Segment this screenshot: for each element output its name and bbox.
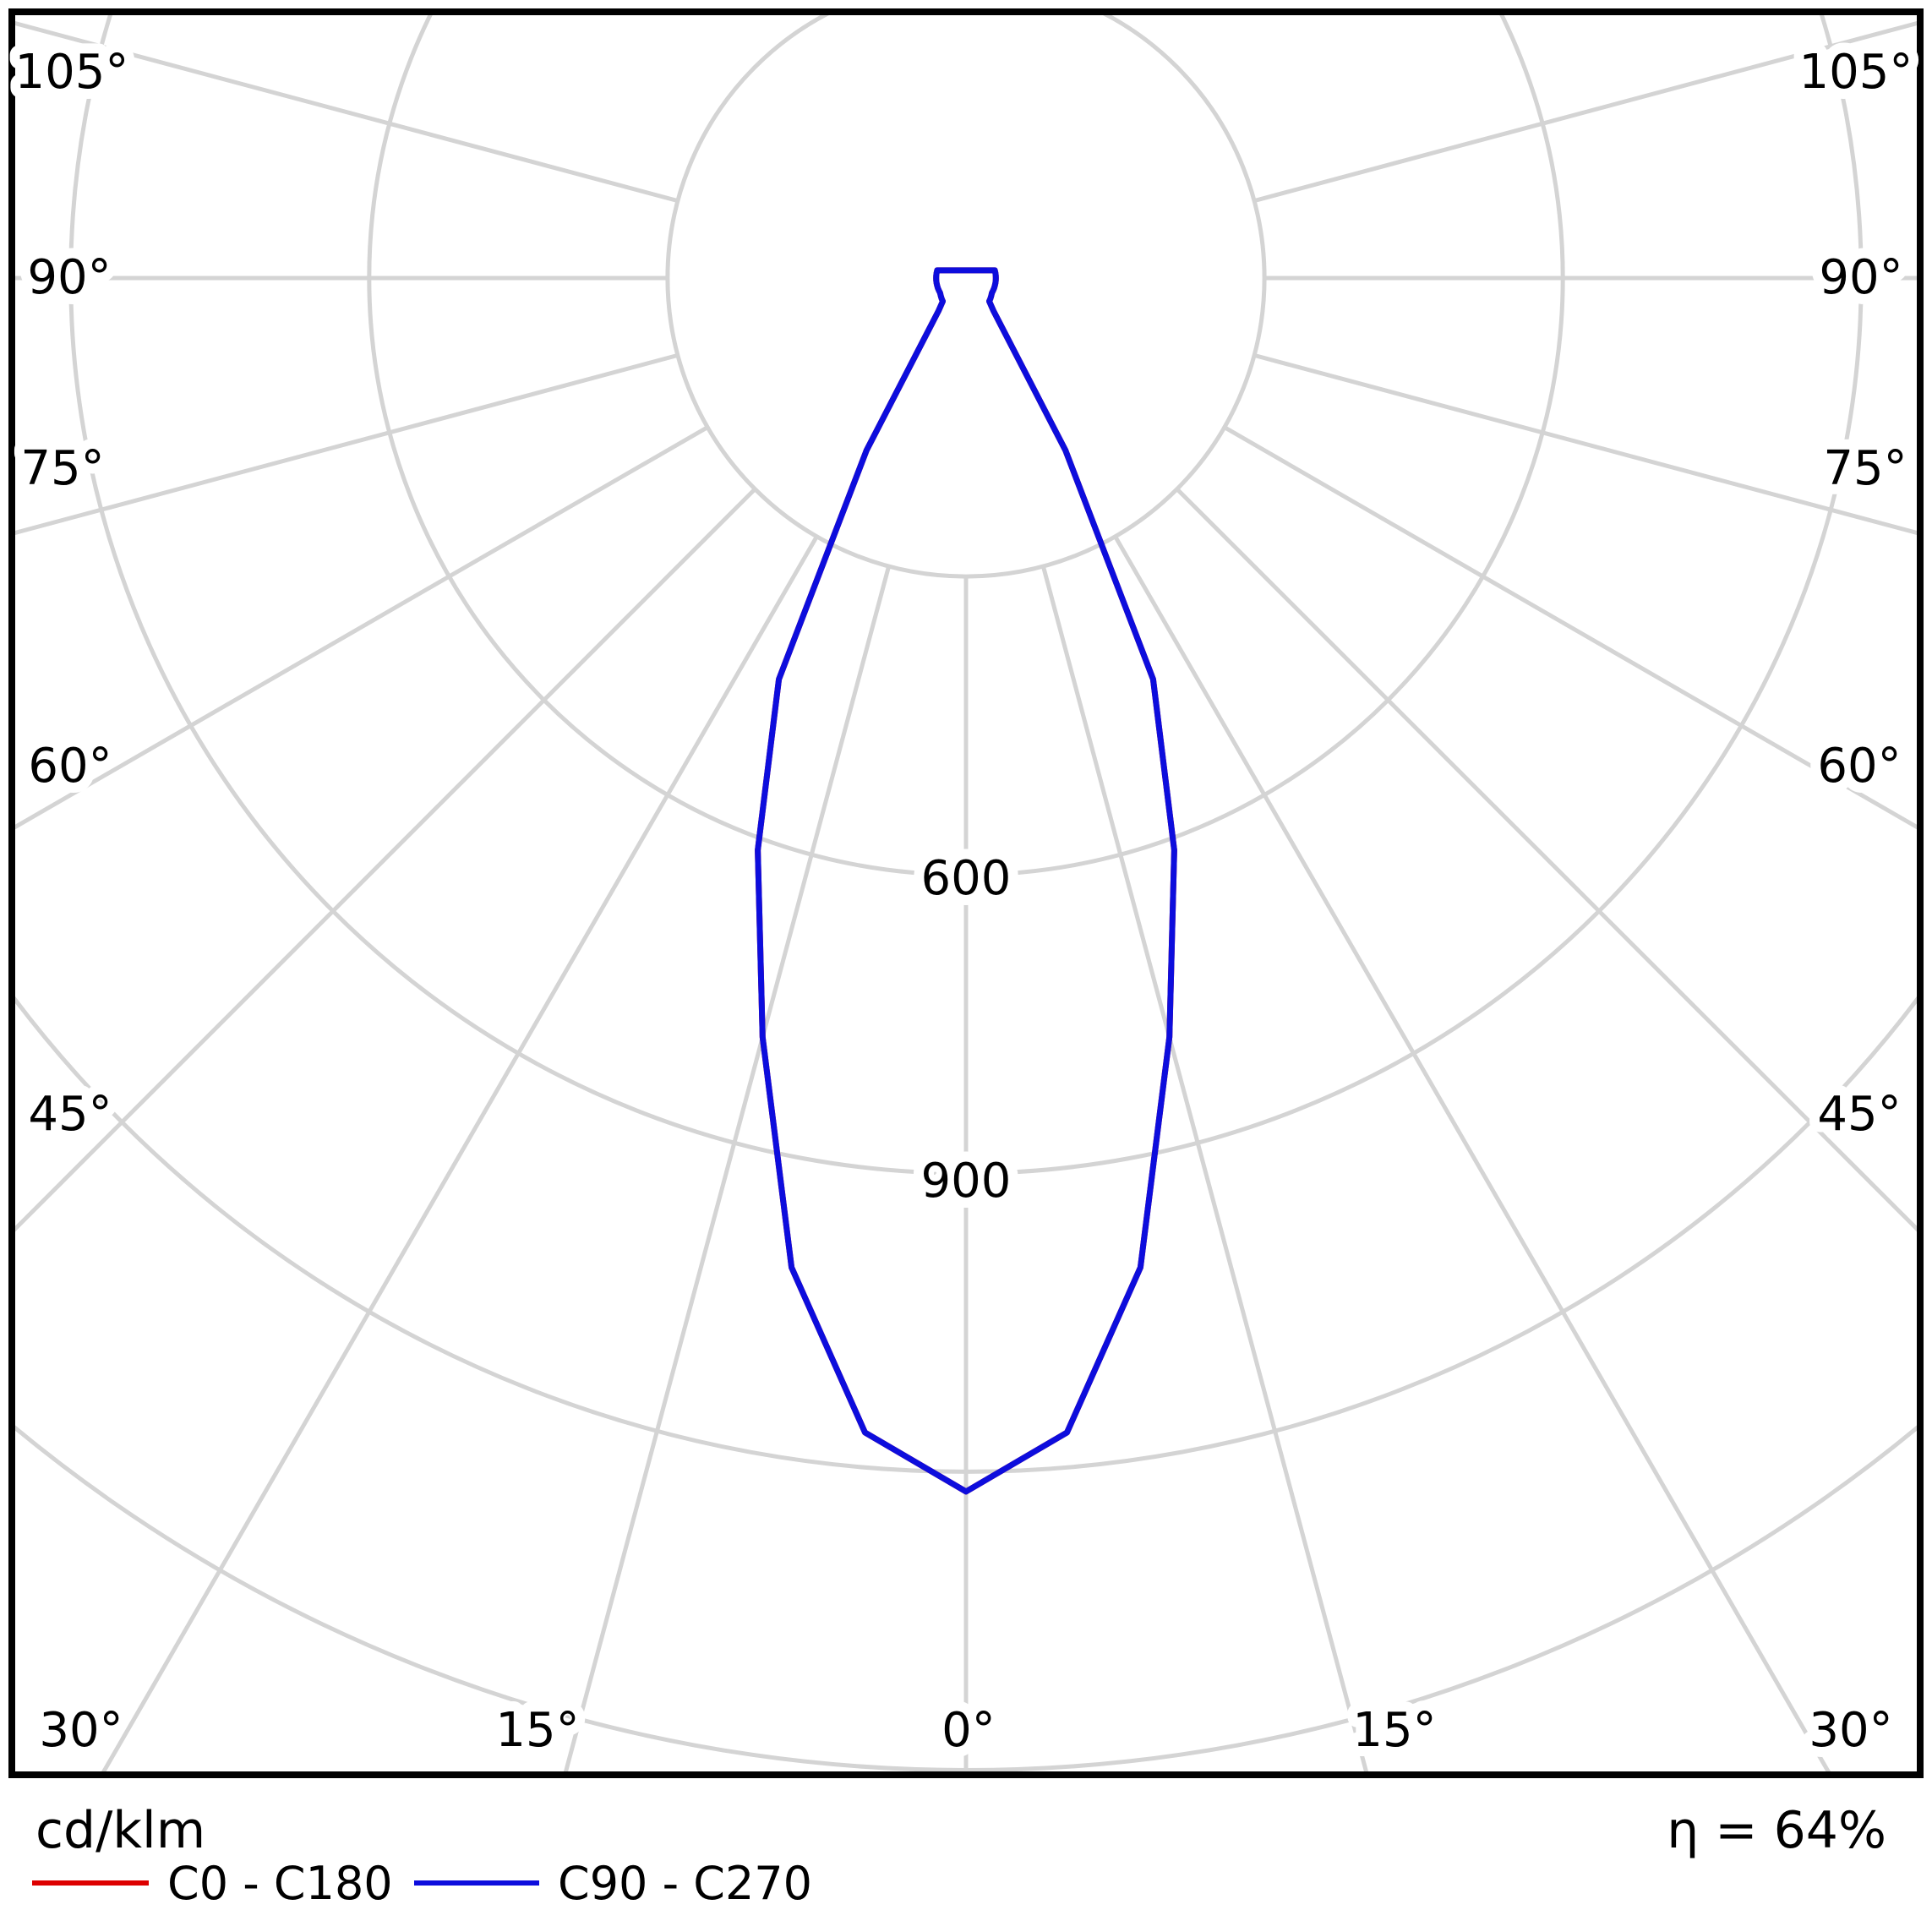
angle-label-14: 30° bbox=[1809, 1703, 1892, 1758]
grid-radial-line-45 bbox=[15, 487, 757, 1232]
radial-label-1: 900 bbox=[921, 1154, 1012, 1209]
grid-radial-line-105 bbox=[15, 20, 679, 204]
angle-label-8: 60° bbox=[1817, 739, 1901, 794]
curve-C90-C270 bbox=[755, 267, 1177, 1495]
grid-radial-line-15 bbox=[563, 565, 892, 1771]
legend-label-c0-c180: C0 - C180 bbox=[167, 1857, 393, 1910]
angle-label-13: 15° bbox=[1352, 1703, 1436, 1758]
grid-radial-line-75 bbox=[15, 352, 679, 536]
angle-label-10: 30° bbox=[39, 1703, 123, 1758]
grid-radial-line-45 bbox=[1175, 487, 1917, 1232]
grid-radial-line-60 bbox=[1223, 425, 1917, 830]
grid-radial-line-60 bbox=[15, 425, 709, 830]
grid-radial-line-30 bbox=[101, 535, 819, 1771]
angle-label-7: 75° bbox=[1823, 441, 1907, 496]
angle-label-6: 90° bbox=[1819, 250, 1902, 305]
legend-label-c90-c270: C90 - C270 bbox=[558, 1857, 812, 1910]
angle-label-4: 45° bbox=[28, 1087, 112, 1142]
angle-label-1: 90° bbox=[27, 250, 111, 305]
angle-label-0: 105° bbox=[15, 45, 129, 100]
plot-border bbox=[8, 8, 1924, 1778]
angle-label-11: 15° bbox=[495, 1703, 579, 1758]
angle-label-2: 75° bbox=[20, 441, 104, 496]
legend: C0 - C180 C90 - C270 bbox=[32, 1857, 812, 1910]
intensity-curves bbox=[755, 267, 1177, 1495]
grid-radial-line-15 bbox=[1040, 565, 1369, 1771]
radial-label-0: 600 bbox=[921, 851, 1012, 906]
grid-radial-line-75 bbox=[1253, 352, 1917, 536]
angle-label-3: 60° bbox=[28, 739, 112, 794]
angle-label-12: 0° bbox=[941, 1703, 996, 1758]
angle-label-9: 45° bbox=[1817, 1087, 1901, 1142]
grid-radial-line-105 bbox=[1253, 20, 1917, 204]
angle-label-5: 105° bbox=[1799, 45, 1913, 100]
units-label: cd/klm bbox=[35, 1801, 205, 1860]
chart-footer: cd/klm η = 64% C0 - C180 C90 - C270 bbox=[32, 1801, 1886, 1910]
grid-radial-line-30 bbox=[1113, 535, 1831, 1771]
efficiency-label: η = 64% bbox=[1667, 1801, 1886, 1860]
tick-labels: 105° 90° 75° 60° 45° 105° 90° 75° 60° 45° 30° 15° 0°… bbox=[5, 35, 1924, 1768]
